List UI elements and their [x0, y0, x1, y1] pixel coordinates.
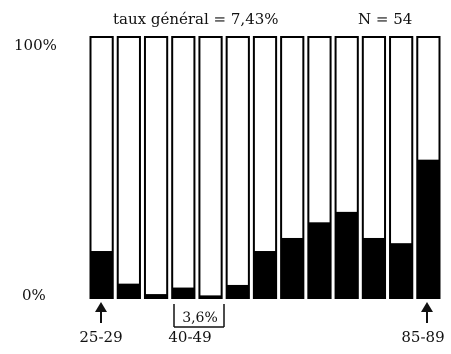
bar-40-44-frame [172, 37, 194, 298]
bar-60-64 [281, 238, 303, 298]
bar-65-69 [308, 222, 330, 298]
first-category-label: 25-29 [79, 328, 122, 346]
bar-series [91, 37, 440, 298]
bar-35-39-frame [145, 37, 167, 298]
bar-35-39 [145, 294, 167, 298]
chart-subtitle-rate: taux général = 7,43% [113, 10, 279, 28]
bar-75-79 [363, 238, 385, 298]
bar-40-44 [172, 288, 194, 298]
bar-30-34 [118, 284, 140, 298]
bar-80-84 [390, 243, 412, 298]
range-value-label: 3,6% [182, 310, 218, 326]
chart-subtitle-count: N = 54 [358, 10, 412, 28]
first-category-arrow-icon [95, 302, 107, 323]
bar-30-34-frame [118, 37, 140, 298]
bar-70-74 [336, 212, 358, 298]
last-category-arrow-icon [421, 302, 433, 323]
bar-45-49-frame [199, 37, 221, 298]
bar-55-59 [254, 251, 276, 298]
bar-45-49 [199, 295, 221, 298]
y-axis-bottom-label: 0% [22, 286, 46, 304]
last-category-label: 85-89 [401, 328, 444, 346]
bar-50-54-frame [227, 37, 249, 298]
range-category-label: 40-49 [168, 328, 211, 346]
y-axis-top-label: 100% [14, 36, 57, 54]
bar-50-54 [227, 285, 249, 298]
bar-85-89 [417, 160, 439, 298]
bar-25-29 [91, 251, 113, 298]
